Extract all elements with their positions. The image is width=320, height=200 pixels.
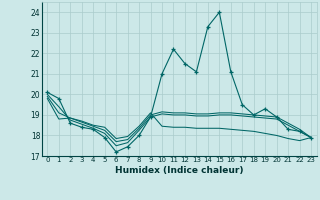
X-axis label: Humidex (Indice chaleur): Humidex (Indice chaleur) bbox=[115, 166, 244, 175]
